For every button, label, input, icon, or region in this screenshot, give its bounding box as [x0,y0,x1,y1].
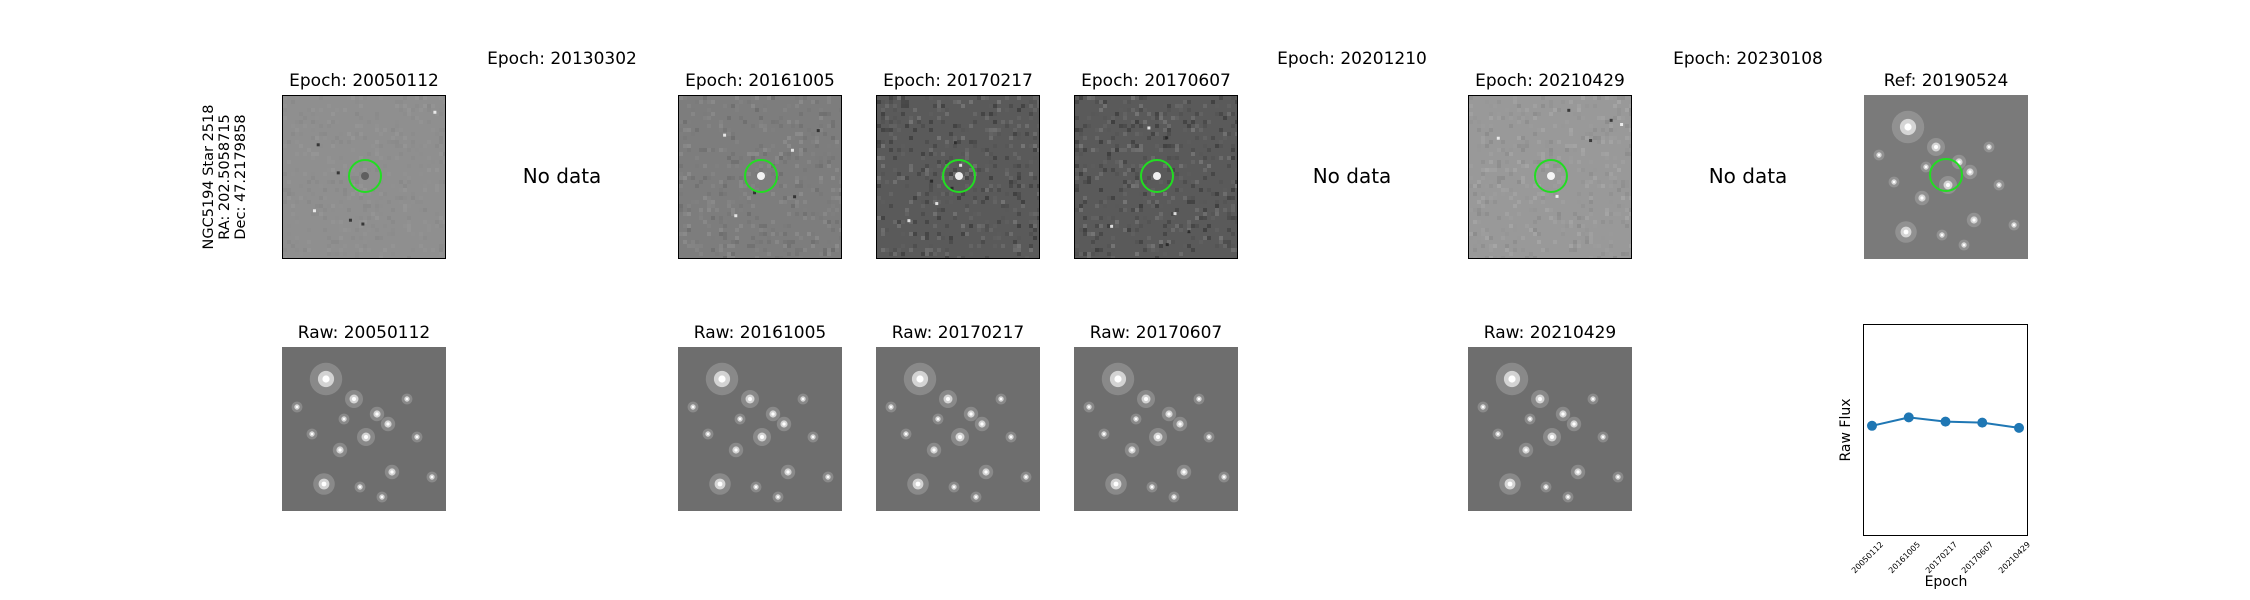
no-data-20130302: No data [522,164,602,188]
no-data-20201210: No data [1312,164,1392,188]
diff-image-20170217 [876,95,1040,259]
raw-title-20170607: Raw: 20170607 [1089,323,1223,343]
raw-image-20170607 [1074,347,1238,511]
target-name: NGC5194 Star 2518 [201,104,217,250]
light-curve-tick-label: 20170607 [1960,540,1996,576]
light-curve-point [1903,412,1914,423]
reference-title: Ref: 20190524 [1883,71,2009,91]
diff-title-20050112: Epoch: 20050112 [289,71,439,91]
diff-title-20170607: Epoch: 20170607 [1081,71,1231,91]
diff-title-20170217: Epoch: 20170217 [883,71,1033,91]
target-dec: Dec: 47.2179858 [233,114,249,240]
diff-image-20170607 [1074,95,1238,259]
light-curve-plot [1863,324,2028,539]
diff-title-20230108: Epoch: 20230108 [1673,49,1823,69]
diff-title-20201210: Epoch: 20201210 [1277,49,1427,69]
raw-image-20170217 [876,347,1040,511]
raw-image-20210429 [1468,347,1632,511]
light-curve-tick-label: 20210429 [1996,540,2033,576]
raw-image-20050112 [282,347,446,511]
light-curve-ylabel: Raw Flux [1838,398,1854,462]
raw-title-20050112: Raw: 20050112 [297,323,431,343]
raw-title-20170217: Raw: 20170217 [891,323,1025,343]
light-curve-point [1977,417,1988,428]
light-curve-tick-label: 20161005 [1886,540,1922,576]
target-ra: RA: 202.5058715 [217,114,233,240]
no-data-20230108: No data [1708,164,1788,188]
light-curve-xlabel: Epoch [1924,574,1968,590]
target-info-label: NGC5194 Star 2518 RA: 202.5058715 Dec: 4… [201,105,249,250]
light-curve-point [1867,420,1877,431]
light-curve-tick-label: 20050112 [1849,540,1886,576]
light-curve-svg [1867,412,2024,539]
diff-image-20161005 [678,95,842,259]
raw-title-20161005: Raw: 20161005 [693,323,827,343]
diff-image-20210429 [1468,95,1632,259]
reference-image [1864,95,2028,259]
diff-image-20050112 [282,95,446,259]
light-curve-point [2014,422,2024,433]
light-curve-point [1940,416,1951,427]
raw-title-20210429: Raw: 20210429 [1483,323,1617,343]
raw-image-20161005 [678,347,842,511]
diff-title-20130302: Epoch: 20130302 [487,49,637,69]
diff-title-20161005: Epoch: 20161005 [685,71,835,91]
diff-title-20210429: Epoch: 20210429 [1475,71,1625,91]
light-curve-tick-label: 20170217 [1923,540,1959,576]
